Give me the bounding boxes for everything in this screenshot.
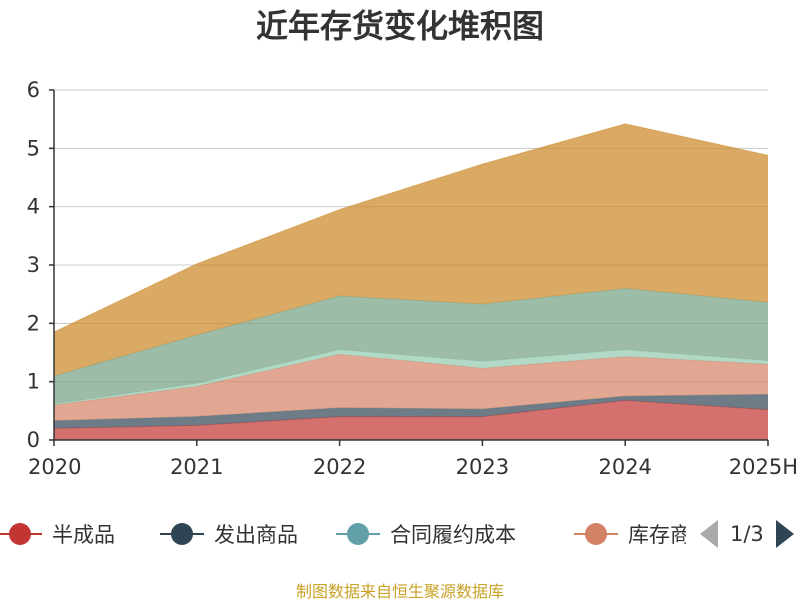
x-tick-label: 2023 xyxy=(456,455,509,479)
legend-item[interactable]: 库存商品 xyxy=(574,514,686,554)
area-series-1 xyxy=(54,394,768,429)
x-tick-label: 2021 xyxy=(170,455,223,479)
tick-labels: 0 1 2 3 4 5 6 2020 2021 2022 2023 2024 2025H xyxy=(27,78,798,479)
x-tick-label: 2022 xyxy=(313,455,366,479)
legend-next-arrow-icon[interactable] xyxy=(775,520,794,548)
area-series-6 xyxy=(54,123,768,376)
x-tick-label: 2024 xyxy=(598,455,651,479)
y-tick-label: 6 xyxy=(27,78,40,102)
x-tick-label: 2020 xyxy=(28,455,81,479)
legend-pager: 1/3 xyxy=(700,514,794,554)
legend-label: 库存商品 xyxy=(628,523,686,547)
legend-marker-icon xyxy=(336,522,380,546)
x-tick-label: 2025H xyxy=(729,455,798,479)
legend: 半成品 发出商品 合同履约成本 库存商品 xyxy=(0,514,800,554)
legend-marker-icon xyxy=(0,522,42,546)
y-tick-label: 3 xyxy=(27,253,40,277)
source-note: 制图数据来自恒生聚源数据库 xyxy=(295,582,504,601)
axes xyxy=(49,89,769,446)
legend-item[interactable]: 半成品 xyxy=(0,514,115,554)
y-tick-label: 4 xyxy=(27,195,40,219)
area-series xyxy=(53,123,769,440)
legend-label: 半成品 xyxy=(52,523,115,547)
chart-title: 近年存货变化堆积图 xyxy=(255,7,544,45)
area-series-3 xyxy=(54,354,768,421)
y-tick-label: 0 xyxy=(27,428,40,452)
legend-prev-arrow-icon[interactable] xyxy=(700,520,718,548)
y-tick-label: 2 xyxy=(27,311,40,335)
legend-item[interactable]: 发出商品 xyxy=(160,514,298,554)
area-series-0 xyxy=(54,400,768,440)
area-series-5 xyxy=(54,288,768,404)
legend-clip: 半成品 发出商品 合同履约成本 库存商品 xyxy=(0,514,686,554)
legend-marker-icon xyxy=(574,522,618,546)
legend-page-indicator: 1/3 xyxy=(730,522,764,546)
y-tick-label: 1 xyxy=(27,370,40,394)
legend-item[interactable]: 合同履约成本 xyxy=(336,514,516,554)
y-tick-label: 5 xyxy=(27,136,40,160)
legend-label: 发出商品 xyxy=(214,523,298,547)
area-edge-6 xyxy=(53,123,769,333)
legend-marker-icon xyxy=(160,522,204,546)
legend-label: 合同履约成本 xyxy=(390,523,516,547)
